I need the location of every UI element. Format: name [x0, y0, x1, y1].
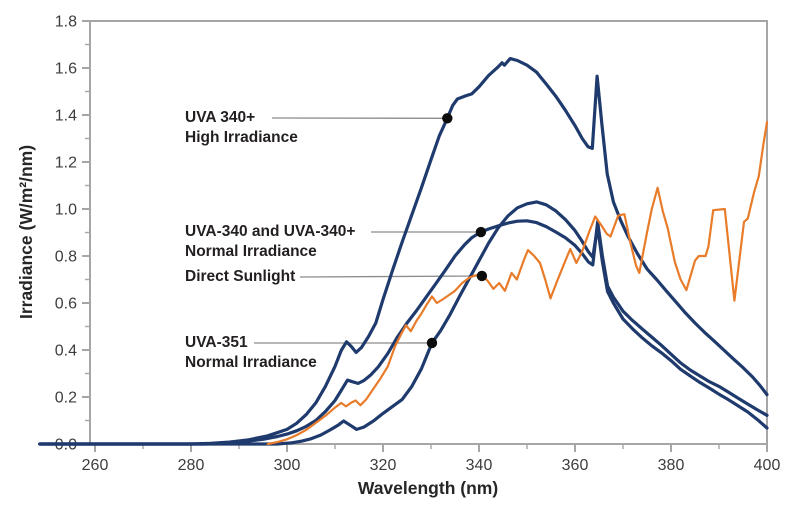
x-tick-label: 360 — [562, 457, 589, 474]
series-line — [38, 219, 769, 446]
x-tick-label: 320 — [370, 457, 397, 474]
annotation-line: UVA-351 — [185, 334, 248, 351]
y-tick-label: 0.4 — [55, 343, 77, 360]
y-tick-label: 0.2 — [55, 390, 77, 407]
y-tick-label: 1.6 — [55, 61, 77, 78]
x-tick-label: 260 — [82, 457, 109, 474]
x-axis-title: Wavelength (nm) — [358, 478, 498, 498]
annotation-line: Direct Sunlight — [185, 268, 296, 285]
y-tick-label: 0.8 — [55, 249, 77, 266]
y-axis-title: Irradiance (W/m²/nm) — [16, 145, 36, 319]
y-tick-label: 1.8 — [55, 14, 77, 31]
annotation-uva351-normal: UVA-351 Normal Irradiance — [185, 333, 317, 373]
annotation-line: UVA 340+ — [185, 109, 256, 126]
annotation-uva340plus-high: UVA 340+ High Irradiance — [185, 108, 298, 148]
annotation-dot — [476, 270, 488, 282]
x-tick-label: 280 — [178, 457, 205, 474]
series-line — [266, 120, 769, 446]
series-line — [38, 56, 769, 446]
y-tick-label: 1.0 — [55, 202, 77, 219]
x-tick-label: 400 — [754, 457, 781, 474]
annotation-dot — [475, 226, 487, 238]
y-tick-label: 1.4 — [55, 108, 77, 125]
annotation-line: UVA-340 and UVA-340+ — [185, 223, 356, 240]
x-tick-label: 340 — [466, 457, 493, 474]
annotation-direct-sunlight: Direct Sunlight — [185, 267, 295, 287]
x-tick-label: 300 — [274, 457, 301, 474]
x-tick-label: 380 — [658, 457, 685, 474]
y-tick-label: 0.6 — [55, 296, 77, 313]
series-line — [38, 200, 769, 446]
annotation-dot — [426, 337, 438, 349]
annotation-uva340-normal: UVA-340 and UVA-340+ Normal Irradiance — [185, 222, 355, 262]
annotation-line: Normal Irradiance — [185, 243, 317, 260]
y-tick-label: 1.2 — [55, 155, 77, 172]
annotation-dot — [442, 113, 453, 124]
annotation-line: Normal Irradiance — [185, 354, 317, 371]
annotation-line: High Irradiance — [185, 129, 298, 146]
